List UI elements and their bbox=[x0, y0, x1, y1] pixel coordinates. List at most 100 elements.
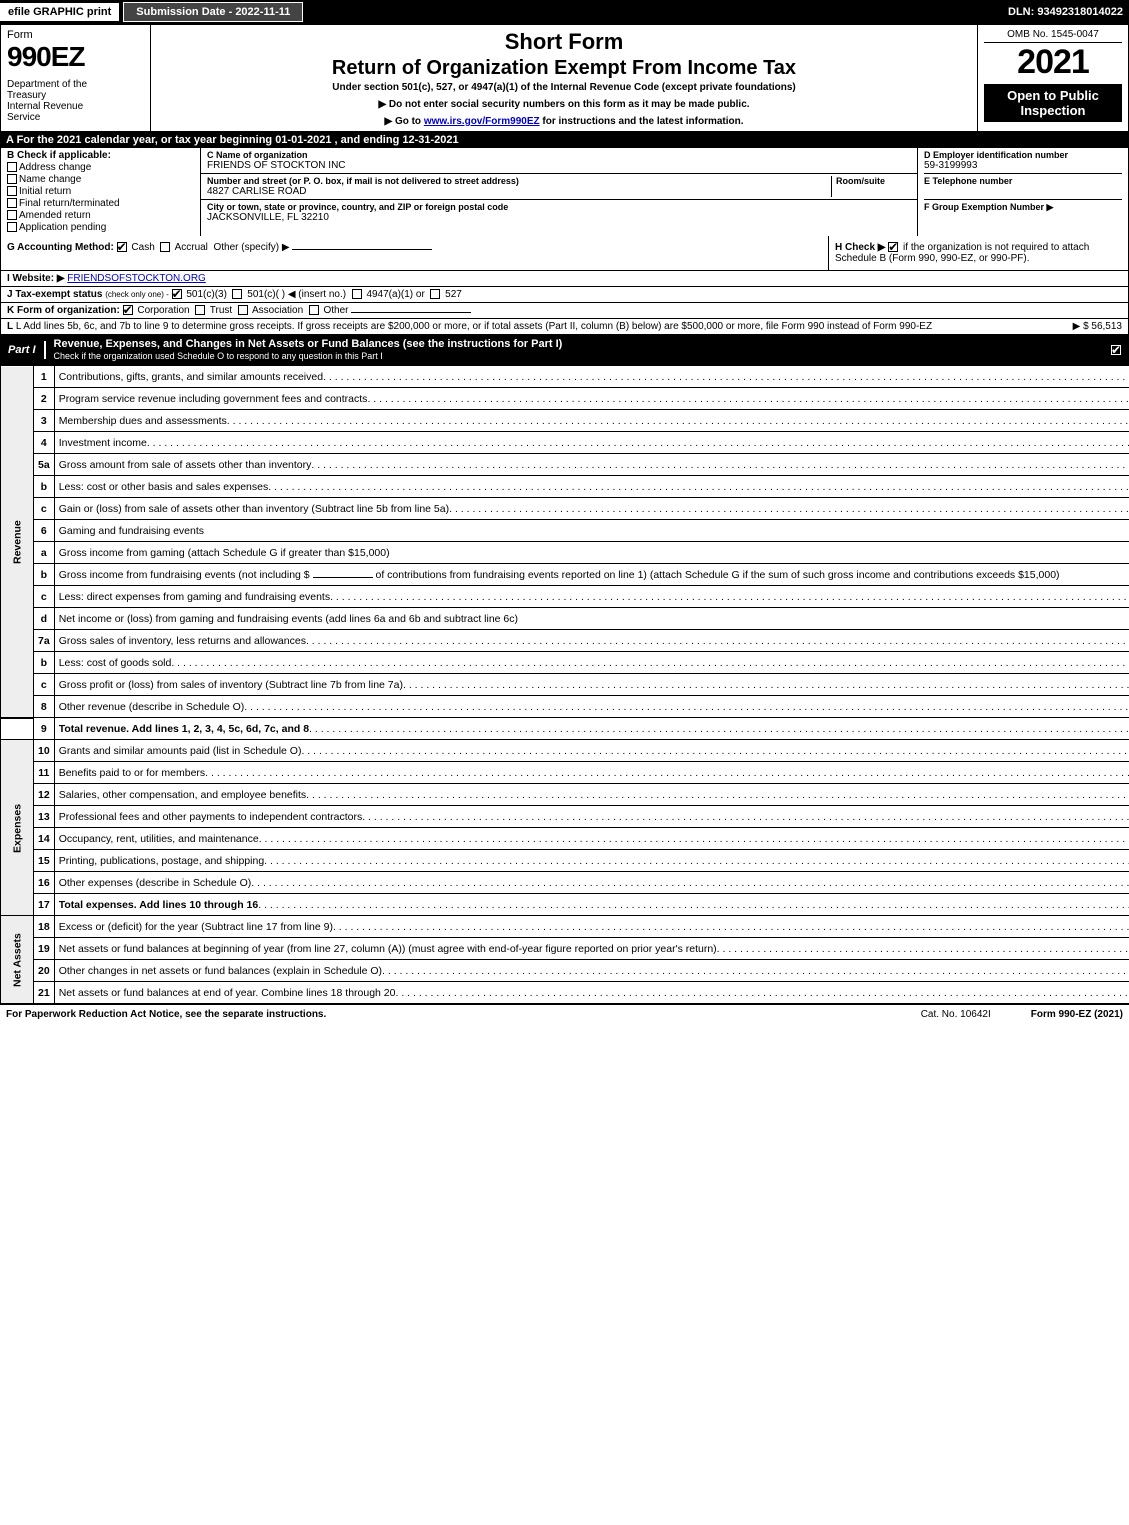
line-6b-num: b bbox=[34, 564, 55, 586]
ein-label: D Employer identification number bbox=[924, 150, 1122, 160]
footer-form-pre: Form bbox=[1031, 1009, 1059, 1020]
l-amount: ▶ $ 56,513 bbox=[1022, 321, 1122, 332]
accrual-label: Accrual bbox=[175, 242, 208, 253]
group-exemption-label: F Group Exemption Number ▶ bbox=[924, 202, 1122, 213]
g-label: G Accounting Method: bbox=[7, 242, 114, 253]
cb-501c3[interactable] bbox=[172, 289, 182, 299]
cb-final-return[interactable]: Final return/terminated bbox=[7, 198, 194, 209]
section-j: J Tax-exempt status (check only one) - 5… bbox=[1, 287, 1128, 303]
cb-association[interactable] bbox=[238, 305, 248, 315]
line-10-desc: Grants and similar amounts paid (list in… bbox=[59, 745, 302, 757]
line-6-desc: Gaming and fundraising events bbox=[54, 520, 1129, 542]
cb-final-return-label: Final return/terminated bbox=[19, 198, 120, 209]
form-number: 990EZ bbox=[7, 41, 144, 73]
line-9-num: 9 bbox=[34, 718, 55, 740]
website-link[interactable]: FRIENDSOFSTOCKTON.ORG bbox=[67, 273, 206, 284]
line-1-num: 1 bbox=[34, 366, 55, 388]
cb-amended-return-label: Amended return bbox=[19, 210, 91, 221]
line-14: 14 Occupancy, rent, utilities, and maint… bbox=[1, 828, 1129, 850]
line-21-desc: Net assets or fund balances at end of ye… bbox=[59, 987, 396, 999]
cb-4947[interactable] bbox=[352, 289, 362, 299]
section-b: B Check if applicable: Address change Na… bbox=[1, 148, 201, 236]
line-2: 2 Program service revenue including gove… bbox=[1, 388, 1129, 410]
cb-initial-return[interactable]: Initial return bbox=[7, 186, 194, 197]
line-6c: c Less: direct expenses from gaming and … bbox=[1, 586, 1129, 608]
line-8: 8 Other revenue (describe in Schedule O)… bbox=[1, 696, 1129, 718]
section-c: C Name of organization FRIENDS OF STOCKT… bbox=[201, 148, 918, 236]
line-13: 13 Professional fees and other payments … bbox=[1, 806, 1129, 828]
section-b-label: B Check if applicable: bbox=[7, 150, 194, 161]
city-value: JACKSONVILLE, FL 32210 bbox=[207, 212, 911, 223]
line-1: Revenue 1 Contributions, gifts, grants, … bbox=[1, 366, 1129, 388]
line-15-desc: Printing, publications, postage, and shi… bbox=[59, 855, 264, 867]
cb-527[interactable] bbox=[430, 289, 440, 299]
part-1-title: Revenue, Expenses, and Changes in Net As… bbox=[46, 335, 1105, 365]
section-h: H Check ▶ if the organization is not req… bbox=[828, 236, 1128, 270]
subtitle: Under section 501(c), 527, or 4947(a)(1)… bbox=[159, 82, 969, 93]
line-13-num: 13 bbox=[34, 806, 55, 828]
line-6c-desc: Less: direct expenses from gaming and fu… bbox=[59, 591, 330, 603]
header-center: Short Form Return of Organization Exempt… bbox=[151, 25, 978, 131]
row-a: A For the 2021 calendar year, or tax yea… bbox=[0, 132, 1129, 148]
line-15: 15 Printing, publications, postage, and … bbox=[1, 850, 1129, 872]
expenses-side-label: Expenses bbox=[1, 740, 34, 916]
line-20: 20 Other changes in net assets or fund b… bbox=[1, 960, 1129, 982]
opt-501c3: 501(c)(3) bbox=[186, 289, 227, 300]
cb-501c[interactable] bbox=[232, 289, 242, 299]
line-8-num: 8 bbox=[34, 696, 55, 718]
line-5c-num: c bbox=[34, 498, 55, 520]
sub-rows: I Website: ▶ FRIENDSOFSTOCKTON.ORG J Tax… bbox=[0, 271, 1129, 335]
line-14-num: 14 bbox=[34, 828, 55, 850]
efile-label: efile GRAPHIC print bbox=[0, 3, 119, 21]
cb-trust[interactable] bbox=[195, 305, 205, 315]
header-right: OMB No. 1545-0047 2021 Open to Public In… bbox=[978, 25, 1128, 131]
opt-4947: 4947(a)(1) or bbox=[366, 289, 424, 300]
opt-501c: 501(c)( ) ◀ (insert no.) bbox=[247, 289, 346, 300]
line-7c-num: c bbox=[34, 674, 55, 696]
omb-number: OMB No. 1545-0047 bbox=[984, 29, 1122, 43]
opt-trust: Trust bbox=[210, 305, 232, 316]
line-16: 16 Other expenses (describe in Schedule … bbox=[1, 872, 1129, 894]
part-1-check[interactable] bbox=[1105, 341, 1129, 359]
cb-name-change[interactable]: Name change bbox=[7, 174, 194, 185]
other-method-label: Other (specify) ▶ bbox=[213, 242, 289, 253]
cb-application-pending-label: Application pending bbox=[19, 222, 106, 233]
line-3: 3 Membership dues and assessments 3 bbox=[1, 410, 1129, 432]
cb-other-org[interactable] bbox=[309, 305, 319, 315]
line-5b: b Less: cost or other basis and sales ex… bbox=[1, 476, 1129, 498]
cb-corporation[interactable] bbox=[123, 305, 133, 315]
line-17: 17 Total expenses. Add lines 10 through … bbox=[1, 894, 1129, 916]
line-17-desc: Total expenses. Add lines 10 through 16 bbox=[59, 899, 259, 911]
street-row: Number and street (or P. O. box, if mail… bbox=[201, 174, 917, 200]
line-9-desc: Total revenue. Add lines 1, 2, 3, 4, 5c,… bbox=[59, 723, 309, 735]
phone-value bbox=[924, 186, 1122, 200]
part-1-subtitle: Check if the organization used Schedule … bbox=[54, 351, 383, 361]
line-12-num: 12 bbox=[34, 784, 55, 806]
j-label: J Tax-exempt status bbox=[7, 289, 102, 300]
line-18-desc: Excess or (deficit) for the year (Subtra… bbox=[59, 921, 333, 933]
line-6: 6 Gaming and fundraising events bbox=[1, 520, 1129, 542]
line-3-desc: Membership dues and assessments bbox=[59, 415, 227, 427]
line-20-desc: Other changes in net assets or fund bala… bbox=[59, 965, 382, 977]
part-1-header: Part I Revenue, Expenses, and Changes in… bbox=[0, 335, 1129, 365]
line-11: 11 Benefits paid to or for members 11 bbox=[1, 762, 1129, 784]
cb-schedule-b[interactable] bbox=[888, 242, 898, 252]
part-1-title-text: Revenue, Expenses, and Changes in Net As… bbox=[54, 338, 563, 350]
revenue-side-label: Revenue bbox=[1, 366, 34, 718]
dept-label: Department of theTreasuryInternal Revenu… bbox=[7, 79, 144, 123]
irs-link[interactable]: www.irs.gov/Form990EZ bbox=[424, 116, 540, 127]
phone-label: E Telephone number bbox=[924, 176, 1122, 186]
footer-catno: Cat. No. 10642I bbox=[921, 1009, 991, 1020]
cb-amended-return[interactable]: Amended return bbox=[7, 210, 194, 221]
cash-label: Cash bbox=[131, 242, 154, 253]
other-org-line bbox=[351, 312, 471, 313]
cb-application-pending[interactable]: Application pending bbox=[7, 222, 194, 233]
cb-accrual[interactable] bbox=[160, 242, 170, 252]
form-header: Form 990EZ Department of theTreasuryInte… bbox=[0, 24, 1129, 132]
cb-address-change[interactable]: Address change bbox=[7, 162, 194, 173]
form-word: Form bbox=[7, 29, 144, 41]
line-2-desc: Program service revenue including govern… bbox=[59, 393, 368, 405]
top-bar: efile GRAPHIC print Submission Date - 20… bbox=[0, 0, 1129, 24]
cb-cash[interactable] bbox=[117, 242, 127, 252]
j-sub: (check only one) - bbox=[105, 290, 169, 299]
